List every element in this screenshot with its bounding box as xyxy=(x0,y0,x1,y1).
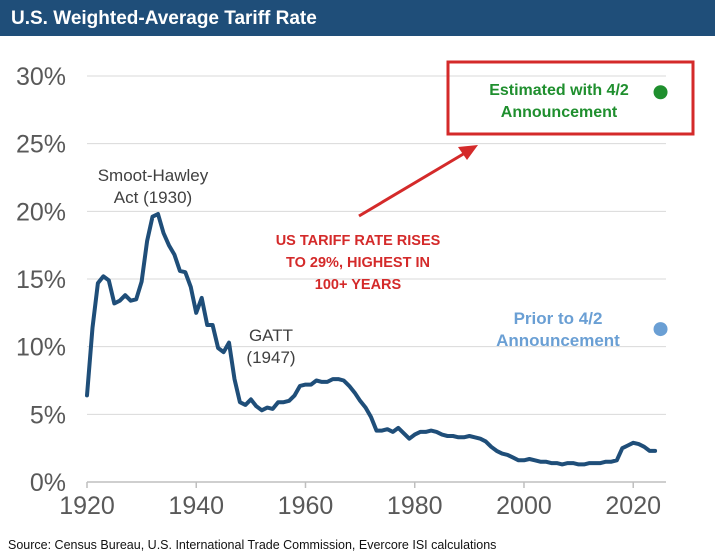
prior-label-line1: Prior to 4/2 xyxy=(514,309,603,328)
tariff-rate-series-line xyxy=(85,212,658,467)
y-tick-label: 5% xyxy=(30,401,66,429)
y-tick-label: 0% xyxy=(30,469,66,497)
callout-arrow xyxy=(358,145,478,218)
estimate-highlight-box xyxy=(446,60,695,136)
callout-text-line1: US TARIFF RATE RISES xyxy=(276,233,441,249)
gatt-label-line1: GATT xyxy=(249,326,293,345)
prior-label-line2: Announcement xyxy=(496,331,620,350)
y-tick-label: 20% xyxy=(16,198,66,226)
x-tick-label: 1980 xyxy=(387,492,443,520)
x-tick-label: 1920 xyxy=(59,492,115,520)
estimate-label-line1: Estimated with 4/2 xyxy=(489,82,629,99)
gatt-label-line2: (1947) xyxy=(246,348,295,367)
tariff-rate-chart: 0% 5% 10% 15% 20% 25% 30% 1920 1940 1960 1980 2000… xyxy=(16,60,695,520)
x-tick-label: 2020 xyxy=(605,492,661,520)
y-tick-label: 10% xyxy=(16,334,66,362)
estimate-point xyxy=(653,85,668,100)
chart-title: U.S. Weighted-Average Tariff Rate xyxy=(0,0,715,36)
x-tick-label: 2000 xyxy=(496,492,552,520)
callout-text-line3: 100+ YEARS xyxy=(315,277,402,293)
x-tick-label: 1960 xyxy=(278,492,334,520)
y-tick-label: 25% xyxy=(16,131,66,159)
source-note: Source: Census Bureau, U.S. Internationa… xyxy=(8,538,497,552)
x-tick-label: 1940 xyxy=(168,492,224,520)
estimate-label-line2: Announcement xyxy=(501,104,618,121)
prior-point xyxy=(653,322,668,337)
smoot-hawley-label-line2: Act (1930) xyxy=(114,188,192,207)
y-tick-label: 30% xyxy=(16,63,66,91)
callout-text-line2: TO 29%, HIGHEST IN xyxy=(286,255,430,271)
smoot-hawley-label-line1: Smoot-Hawley xyxy=(98,166,209,185)
y-tick-label: 15% xyxy=(16,266,66,294)
